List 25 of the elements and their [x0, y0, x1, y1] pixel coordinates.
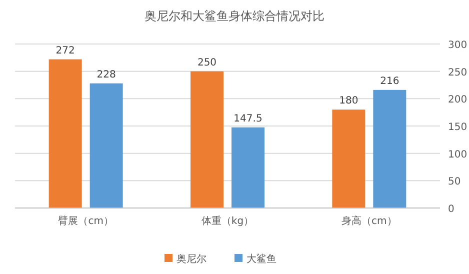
y-tick-label: 0 [448, 204, 454, 215]
data-label: 272 [56, 45, 75, 56]
data-label: 228 [96, 69, 116, 80]
y-tick-label: 300 [448, 40, 468, 51]
y-tick-label: 200 [448, 94, 468, 106]
y-tick-label: 150 [448, 122, 468, 133]
bar [190, 71, 224, 208]
y-tick-label: 100 [448, 149, 468, 160]
legend-label: 奥尼尔 [176, 253, 206, 265]
x-tick-label: 身高（cm） [342, 215, 397, 227]
y-tick-label: 50 [448, 176, 461, 188]
legend-label: 大鲨鱼 [246, 253, 276, 265]
chart-title: 奥尼尔和大鲨鱼身体综合情况对比 [144, 9, 324, 23]
bar [373, 90, 406, 208]
x-tick-label: 体重（kg） [201, 215, 254, 227]
bar [332, 110, 366, 208]
y-tick-label: 250 [448, 67, 468, 78]
data-label: 216 [380, 76, 400, 87]
bar [90, 83, 123, 208]
data-label: 250 [197, 57, 217, 68]
bar [232, 127, 264, 208]
bar [48, 59, 82, 208]
data-label: 147.5 [234, 113, 262, 124]
x-tick-label: 臂展（cm） [58, 215, 114, 227]
data-label: 180 [339, 96, 358, 107]
